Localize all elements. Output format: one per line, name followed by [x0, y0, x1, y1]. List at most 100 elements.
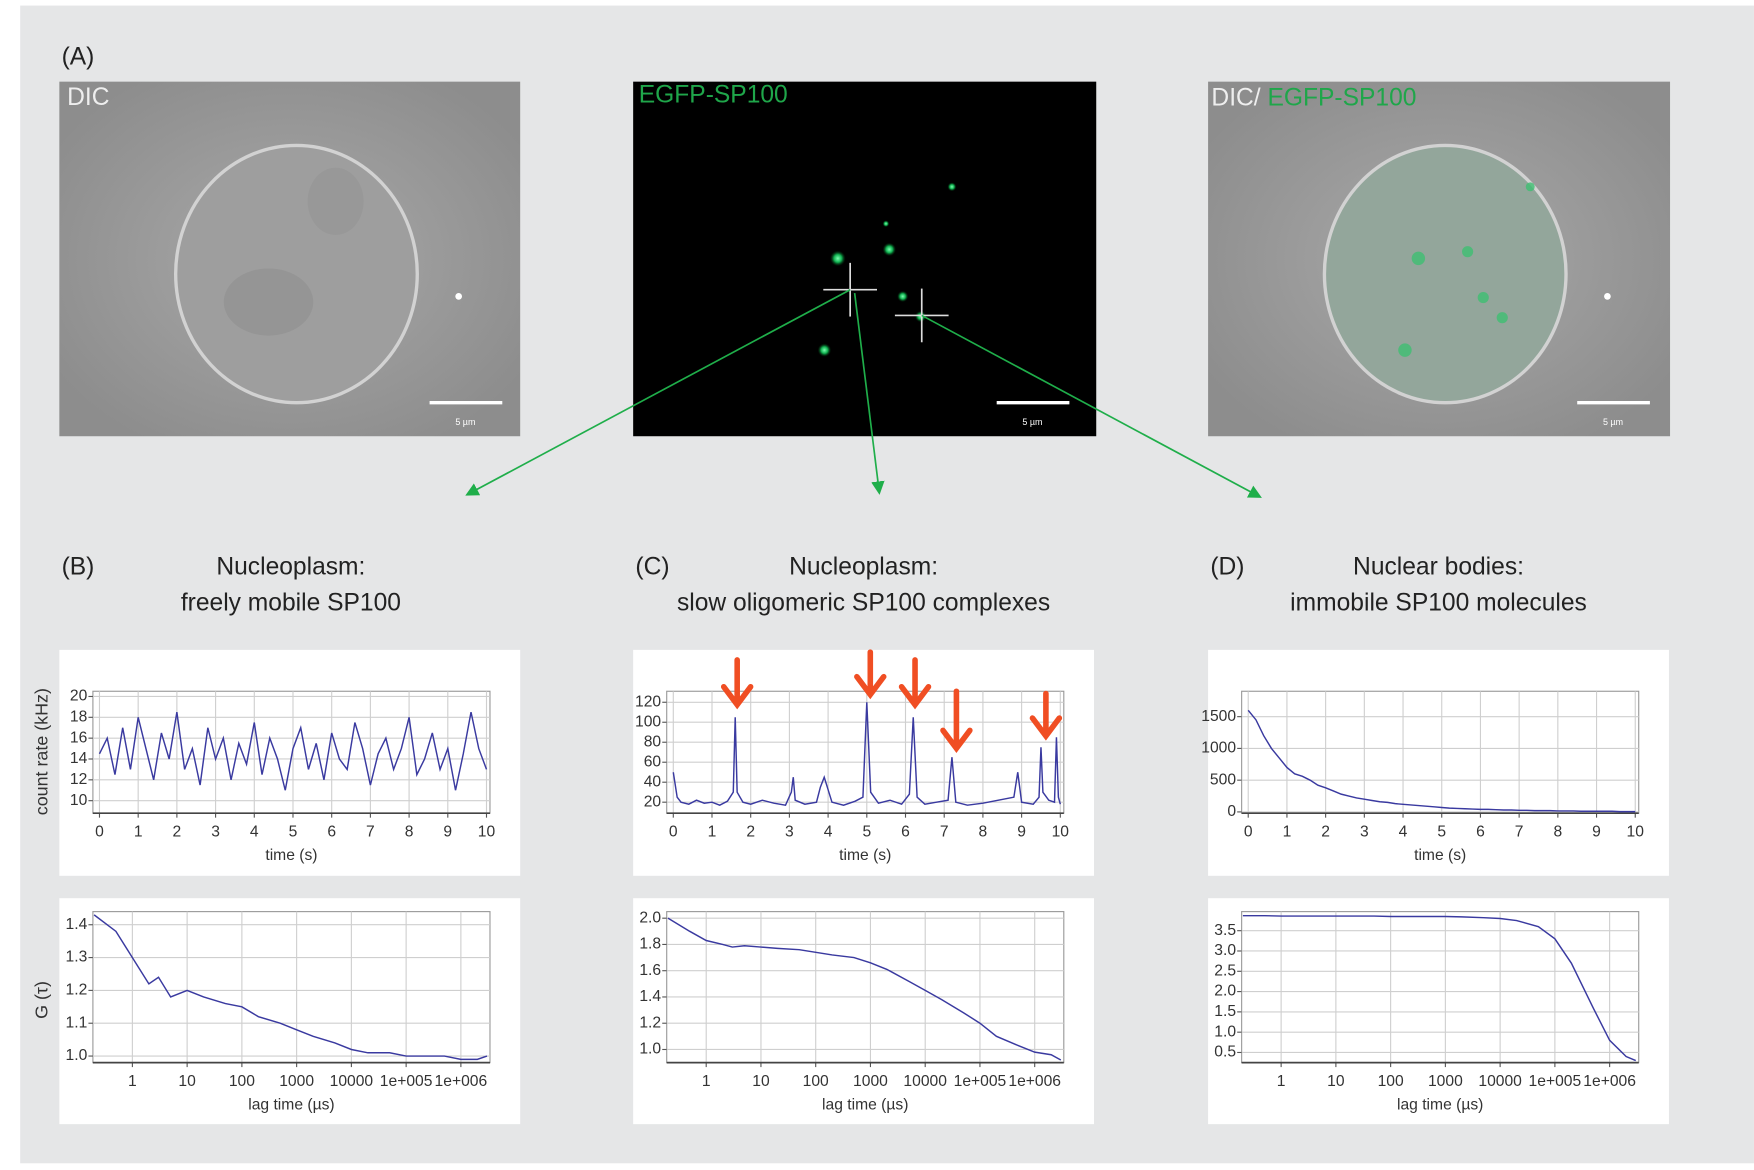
- scale-label: 5 µm: [1603, 417, 1623, 427]
- x-tick-label: 1: [708, 823, 717, 840]
- y-tick-label: 0: [1227, 803, 1236, 820]
- y-tick-label: 2.0: [639, 909, 661, 926]
- x-tick-label: 1: [128, 1073, 137, 1090]
- y-tick-label: 40: [644, 773, 662, 790]
- y-tick-label: 18: [70, 708, 88, 725]
- x-tick-label: 3: [1360, 823, 1369, 840]
- x-tick-label: 10000: [903, 1073, 947, 1090]
- x-tick-label: 0: [669, 823, 678, 840]
- scale-label: 5 µm: [455, 417, 475, 427]
- x-tick-label: 5: [289, 823, 298, 840]
- y-tick-label: 14: [70, 750, 88, 767]
- dic-image: DIC 5 µm: [59, 82, 520, 437]
- y-tick-label: 1.6: [639, 962, 661, 979]
- x-tick-label: 1e+005: [380, 1073, 433, 1090]
- panel-label: (C): [635, 554, 669, 581]
- x-tick-label: 2: [746, 823, 755, 840]
- x-tick-label: 1e+005: [954, 1073, 1007, 1090]
- x-tick-label: 3: [211, 823, 220, 840]
- x-tick-label: 10: [1627, 823, 1645, 840]
- x-tick-label: 6: [1476, 823, 1485, 840]
- chart: 1.01.11.21.31.41101001000100001e+0051e+0…: [59, 898, 520, 1124]
- x-axis-title: lag time (µs): [248, 1096, 334, 1113]
- x-tick-label: 100: [229, 1073, 255, 1090]
- y-tick-label: 1.5: [1214, 1003, 1236, 1020]
- plot-area: [93, 912, 490, 1063]
- x-axis-title: lag time (µs): [822, 1096, 908, 1113]
- x-tick-label: 4: [250, 823, 259, 840]
- y-tick-label: 16: [70, 729, 88, 746]
- y-tick-label: 1000: [1201, 740, 1236, 757]
- x-tick-label: 2: [173, 823, 182, 840]
- y-tick-label: 1.3: [66, 949, 88, 966]
- x-tick-label: 1e+006: [1008, 1073, 1061, 1090]
- x-tick-label: 100: [1378, 1073, 1404, 1090]
- panel-title: freely mobile SP100: [181, 590, 401, 617]
- x-tick-label: 7: [366, 823, 375, 840]
- image-label-part: EGFP-SP100: [1267, 84, 1416, 111]
- y-tick-label: 12: [70, 771, 87, 788]
- y-tick-label: 2.5: [1214, 962, 1236, 979]
- y-axis-title: G (τ): [31, 981, 51, 1019]
- x-axis-title: lag time (µs): [1397, 1096, 1483, 1113]
- plot-area: [1242, 912, 1639, 1063]
- x-tick-label: 10: [478, 823, 496, 840]
- x-tick-label: 1: [1277, 1073, 1286, 1090]
- y-tick-label: 20: [70, 688, 88, 705]
- x-axis-title: time (s): [839, 847, 891, 864]
- y-tick-label: 80: [644, 733, 662, 750]
- y-tick-label: 3.0: [1214, 942, 1236, 959]
- panel-title: Nucleoplasm:: [216, 554, 365, 581]
- x-tick-label: 100: [803, 1073, 829, 1090]
- y-tick-label: 1.4: [639, 988, 661, 1005]
- x-tick-label: 7: [940, 823, 949, 840]
- x-tick-label: 6: [327, 823, 336, 840]
- y-tick-label: 0.5: [1214, 1044, 1236, 1061]
- x-tick-label: 9: [443, 823, 452, 840]
- panel-title: Nucleoplasm:: [789, 554, 938, 581]
- y-tick-label: 2.0: [1214, 983, 1236, 1000]
- x-tick-label: 10: [752, 1073, 770, 1090]
- x-tick-label: 10000: [330, 1073, 374, 1090]
- x-tick-label: 1000: [1428, 1073, 1463, 1090]
- y-tick-label: 1.1: [66, 1014, 88, 1031]
- x-tick-label: 1: [702, 1073, 711, 1090]
- x-tick-label: 1e+005: [1529, 1073, 1582, 1090]
- scale-label: 5 µm: [1022, 417, 1042, 427]
- plot-area: [1242, 691, 1639, 813]
- y-axis-title: count rate (kHz): [31, 688, 51, 815]
- y-tick-label: 1.2: [639, 1014, 661, 1031]
- x-tick-label: 1000: [279, 1073, 314, 1090]
- fluorescence-image: EGFP-SP100 5 µm: [633, 82, 1096, 437]
- y-tick-label: 3.5: [1214, 922, 1236, 939]
- image-label: DIC/ EGFP-SP100: [1211, 84, 1416, 111]
- x-tick-label: 8: [1553, 823, 1562, 840]
- image-label: EGFP-SP100: [639, 82, 788, 109]
- y-tick-label: 1.0: [1214, 1023, 1236, 1040]
- x-tick-label: 0: [1244, 823, 1253, 840]
- chart: 050010001500012345678910time (s): [1201, 650, 1669, 876]
- y-tick-label: 100: [635, 713, 661, 730]
- x-tick-label: 1e+006: [1583, 1073, 1636, 1090]
- x-tick-label: 6: [901, 823, 910, 840]
- figure: (A) DIC 5 µm EGFP-SP100 5 µm: [0, 0, 1754, 1170]
- panel-title: immobile SP100 molecules: [1290, 590, 1587, 617]
- overlay-image: DIC/ EGFP-SP100 5 µm: [1208, 82, 1670, 437]
- panel-title: Nuclear bodies:: [1353, 554, 1524, 581]
- x-tick-label: 0: [95, 823, 104, 840]
- y-tick-label: 60: [644, 753, 662, 770]
- panel-label: (B): [62, 554, 95, 581]
- x-tick-label: 8: [979, 823, 988, 840]
- y-tick-label: 10: [70, 792, 88, 809]
- panel-label: (D): [1210, 554, 1244, 581]
- x-tick-label: 5: [862, 823, 871, 840]
- x-tick-label: 9: [1017, 823, 1026, 840]
- x-tick-label: 2: [1321, 823, 1330, 840]
- x-tick-label: 4: [824, 823, 833, 840]
- x-tick-label: 7: [1515, 823, 1524, 840]
- y-tick-label: 1.0: [66, 1047, 88, 1064]
- plot-area: [93, 691, 490, 813]
- y-tick-label: 1.4: [66, 916, 88, 933]
